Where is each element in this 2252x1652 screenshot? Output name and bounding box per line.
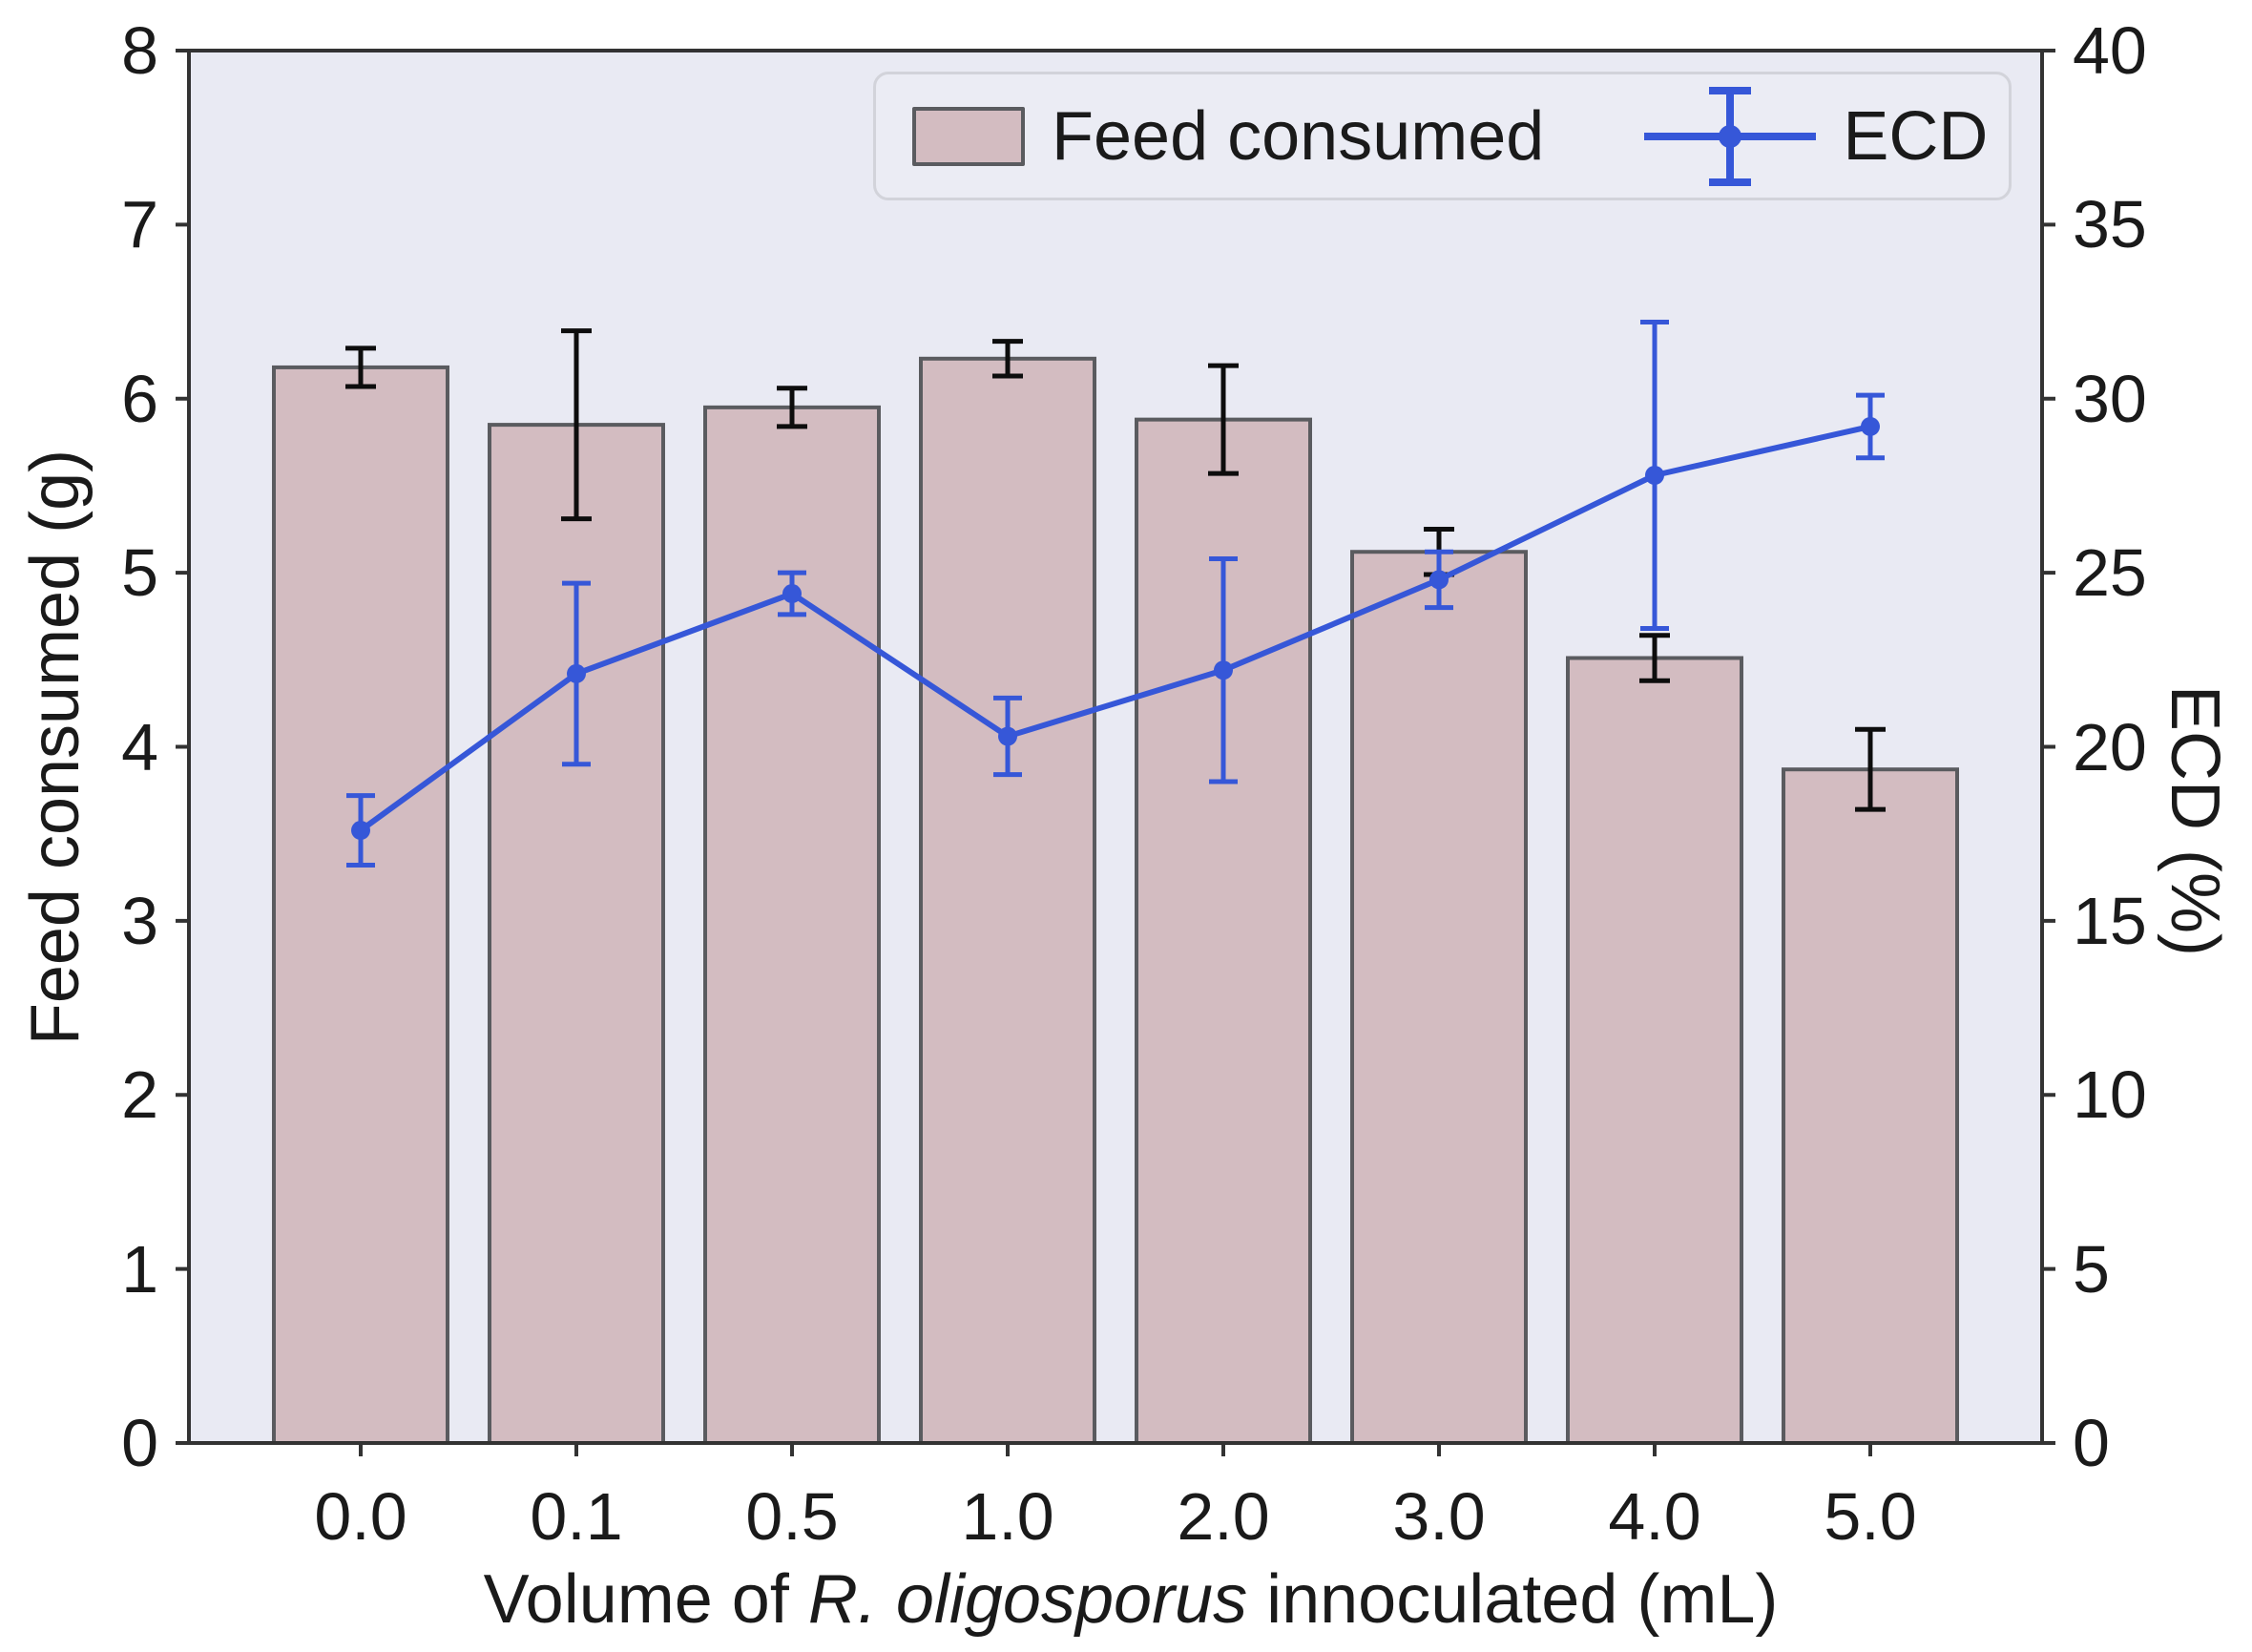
bar-feed-consumed-5.0 <box>1782 767 1959 1445</box>
bar-feed-consumed-0.5 <box>703 405 881 1445</box>
x-axis-label-species: R. oligosporus <box>807 1561 1248 1638</box>
feed-error-bar-4.0 <box>1639 633 1670 683</box>
ecd-marker-0.5 <box>782 584 802 604</box>
bar-feed-consumed-0.1 <box>488 423 665 1446</box>
x-tick-label-5.0: 5.0 <box>1824 1479 1917 1554</box>
y-left-tick-label-4: 4 <box>121 709 158 784</box>
y-right-tick-label-20: 20 <box>2073 709 2147 784</box>
feed-error-bar-0.5 <box>777 386 807 429</box>
bar-feed-consumed-0.0 <box>272 365 449 1445</box>
y-axis-label-left: Feed consumed (g) <box>17 449 94 1046</box>
x-tick-label-3.0: 3.0 <box>1392 1479 1486 1554</box>
legend-label-ecd: ECD <box>1843 97 1989 175</box>
y-left-tick-label-6: 6 <box>121 361 158 436</box>
y-right-tick-label-40: 40 <box>2073 13 2147 88</box>
plot-background <box>189 51 2042 1443</box>
bar-feed-consumed-3.0 <box>1350 550 1528 1445</box>
x-tick-label-1.0: 1.0 <box>961 1479 1054 1554</box>
ecd-marker-3.0 <box>1429 570 1449 590</box>
legend-label-feed-consumed: Feed consumed <box>1052 97 1545 175</box>
x-axis-label: Volume of R. oligosporus innoculated (mL… <box>484 1565 1779 1634</box>
y-left-tick-label-2: 2 <box>121 1057 158 1133</box>
y-left-tick-label-1: 1 <box>121 1231 158 1307</box>
feed-error-bar-5.0 <box>1855 726 1886 812</box>
y-left-tick-label-8: 8 <box>121 13 158 88</box>
x-tick-label-0.0: 0.0 <box>314 1479 407 1554</box>
ecd-marker-5.0 <box>1861 416 1880 436</box>
y-right-tick-label-15: 15 <box>2073 883 2147 958</box>
x-tick-label-0.5: 0.5 <box>745 1479 839 1554</box>
legend-item-ecd: ECD <box>1644 79 1988 194</box>
y-right-tick-label-25: 25 <box>2073 535 2147 611</box>
y-axis-label-right: ECD (%) <box>2157 685 2233 956</box>
ecd-marker-0.0 <box>351 821 370 841</box>
y-right-tick-label-30: 30 <box>2073 361 2147 436</box>
y-right-tick-label-35: 35 <box>2073 187 2147 262</box>
y-left-tick-label-7: 7 <box>121 187 158 262</box>
ecd-marker-2.0 <box>1214 660 1233 680</box>
x-tick-label-4.0: 4.0 <box>1608 1479 1701 1554</box>
legend-box: Feed consumed ECD <box>873 72 2012 200</box>
y-left-tick-label-5: 5 <box>121 535 158 611</box>
x-tick-label-2.0: 2.0 <box>1177 1479 1270 1554</box>
bar-feed-consumed-1.0 <box>919 356 1096 1446</box>
ecd-marker-1.0 <box>998 726 1017 746</box>
y-left-tick-label-0: 0 <box>121 1406 158 1480</box>
feed-error-bar-1.0 <box>992 339 1023 379</box>
x-axis-label-prefix: Volume of <box>483 1561 808 1638</box>
y-right-tick-label-10: 10 <box>2073 1057 2147 1133</box>
bar-feed-consumed-4.0 <box>1566 656 1743 1445</box>
y-right-tick-label-0: 0 <box>2073 1406 2110 1480</box>
feed-consumed-swatch-icon <box>912 106 1025 166</box>
feed-error-bar-0.1 <box>561 328 592 522</box>
legend-item-feed-consumed: Feed consumed <box>912 102 1544 171</box>
feed-error-bar-2.0 <box>1208 363 1239 476</box>
feed-error-bar-0.0 <box>345 345 376 389</box>
x-axis-label-suffix: innoculated (mL) <box>1247 1561 1779 1638</box>
y-left-tick-label-3: 3 <box>121 883 158 958</box>
ecd-errorbar-line-icon <box>1644 86 1817 186</box>
ecd-marker-0.1 <box>567 663 586 683</box>
ecd-marker-4.0 <box>1645 465 1664 485</box>
x-tick-label-0.1: 0.1 <box>530 1479 623 1554</box>
ecd-line <box>359 424 1871 833</box>
y-right-tick-label-5: 5 <box>2073 1231 2110 1307</box>
